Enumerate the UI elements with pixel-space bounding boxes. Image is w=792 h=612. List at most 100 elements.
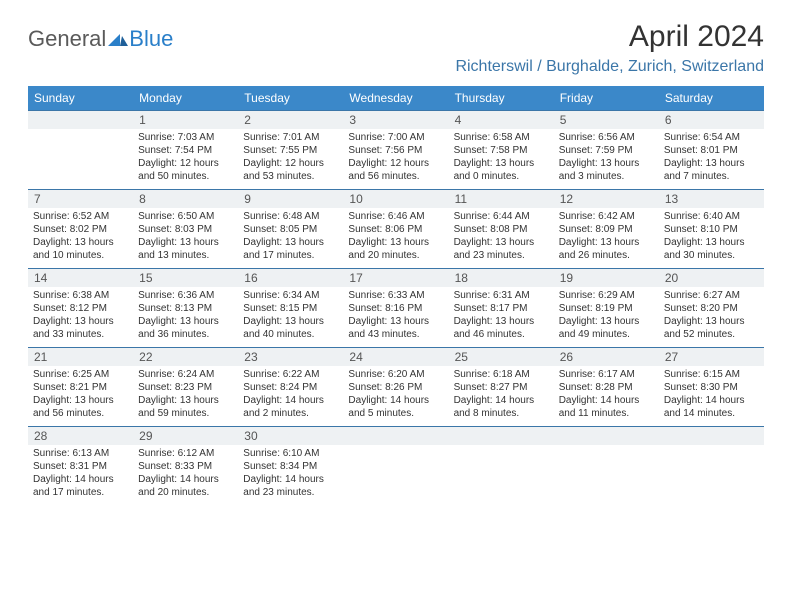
logo-text-1: General <box>28 26 106 52</box>
day-info: Sunrise: 6:42 AMSunset: 8:09 PMDaylight:… <box>554 208 659 268</box>
sunrise-text: Sunrise: 7:03 AM <box>138 131 233 144</box>
dow-sunday: Sunday <box>28 86 133 110</box>
calendar-page: General Blue April 2024 Richterswil / Bu… <box>0 0 792 525</box>
day-info: Sunrise: 7:01 AMSunset: 7:55 PMDaylight:… <box>238 129 343 189</box>
sunset-text: Sunset: 8:30 PM <box>664 381 759 394</box>
week-daynum-row: 282930 <box>28 426 764 445</box>
daylight-text: Daylight: 12 hours and 50 minutes. <box>138 157 233 183</box>
day-number <box>659 427 764 445</box>
day-info: Sunrise: 6:46 AMSunset: 8:06 PMDaylight:… <box>343 208 448 268</box>
sunset-text: Sunset: 8:12 PM <box>33 302 128 315</box>
title-block: April 2024 Richterswil / Burghalde, Zuri… <box>455 20 764 76</box>
sunrise-text: Sunrise: 6:33 AM <box>348 289 443 302</box>
day-info: Sunrise: 6:56 AMSunset: 7:59 PMDaylight:… <box>554 129 659 189</box>
daylight-text: Daylight: 13 hours and 23 minutes. <box>454 236 549 262</box>
day-info: Sunrise: 6:34 AMSunset: 8:15 PMDaylight:… <box>238 287 343 347</box>
logo-text-2: Blue <box>129 26 173 52</box>
day-number: 13 <box>659 190 764 208</box>
sunrise-text: Sunrise: 6:58 AM <box>454 131 549 144</box>
sunrise-text: Sunrise: 6:36 AM <box>138 289 233 302</box>
week-info-row: Sunrise: 6:52 AMSunset: 8:02 PMDaylight:… <box>28 208 764 268</box>
day-number: 27 <box>659 348 764 366</box>
daylight-text: Daylight: 13 hours and 3 minutes. <box>559 157 654 183</box>
daylight-text: Daylight: 13 hours and 10 minutes. <box>33 236 128 262</box>
day-number: 4 <box>449 111 554 129</box>
day-number: 11 <box>449 190 554 208</box>
sunset-text: Sunset: 8:15 PM <box>243 302 338 315</box>
day-info <box>554 445 659 505</box>
sunrise-text: Sunrise: 6:56 AM <box>559 131 654 144</box>
sunrise-text: Sunrise: 6:46 AM <box>348 210 443 223</box>
day-number: 16 <box>238 269 343 287</box>
dow-friday: Friday <box>554 86 659 110</box>
dow-tuesday: Tuesday <box>238 86 343 110</box>
sunrise-text: Sunrise: 7:00 AM <box>348 131 443 144</box>
day-number: 28 <box>28 427 133 445</box>
sunrise-text: Sunrise: 6:18 AM <box>454 368 549 381</box>
day-info: Sunrise: 6:33 AMSunset: 8:16 PMDaylight:… <box>343 287 448 347</box>
sunset-text: Sunset: 8:02 PM <box>33 223 128 236</box>
sunrise-text: Sunrise: 6:54 AM <box>664 131 759 144</box>
sunset-text: Sunset: 8:13 PM <box>138 302 233 315</box>
day-number: 9 <box>238 190 343 208</box>
day-info: Sunrise: 6:20 AMSunset: 8:26 PMDaylight:… <box>343 366 448 426</box>
dow-monday: Monday <box>133 86 238 110</box>
day-info: Sunrise: 6:12 AMSunset: 8:33 PMDaylight:… <box>133 445 238 505</box>
day-info: Sunrise: 6:54 AMSunset: 8:01 PMDaylight:… <box>659 129 764 189</box>
daylight-text: Daylight: 14 hours and 17 minutes. <box>33 473 128 499</box>
daylight-text: Daylight: 13 hours and 20 minutes. <box>348 236 443 262</box>
sunrise-text: Sunrise: 6:20 AM <box>348 368 443 381</box>
daylight-text: Daylight: 14 hours and 2 minutes. <box>243 394 338 420</box>
sunrise-text: Sunrise: 6:34 AM <box>243 289 338 302</box>
daylight-text: Daylight: 13 hours and 40 minutes. <box>243 315 338 341</box>
daylight-text: Daylight: 13 hours and 17 minutes. <box>243 236 338 262</box>
day-info: Sunrise: 6:13 AMSunset: 8:31 PMDaylight:… <box>28 445 133 505</box>
calendar-grid: Sunday Monday Tuesday Wednesday Thursday… <box>28 86 764 505</box>
day-info: Sunrise: 6:27 AMSunset: 8:20 PMDaylight:… <box>659 287 764 347</box>
daylight-text: Daylight: 13 hours and 7 minutes. <box>664 157 759 183</box>
day-info: Sunrise: 6:44 AMSunset: 8:08 PMDaylight:… <box>449 208 554 268</box>
day-number: 3 <box>343 111 448 129</box>
dow-wednesday: Wednesday <box>343 86 448 110</box>
day-info: Sunrise: 6:31 AMSunset: 8:17 PMDaylight:… <box>449 287 554 347</box>
sunset-text: Sunset: 8:09 PM <box>559 223 654 236</box>
sunrise-text: Sunrise: 6:12 AM <box>138 447 233 460</box>
day-number: 30 <box>238 427 343 445</box>
daylight-text: Daylight: 13 hours and 0 minutes. <box>454 157 549 183</box>
daylight-text: Daylight: 13 hours and 56 minutes. <box>33 394 128 420</box>
sunset-text: Sunset: 8:16 PM <box>348 302 443 315</box>
day-info: Sunrise: 6:15 AMSunset: 8:30 PMDaylight:… <box>659 366 764 426</box>
week-daynum-row: 123456 <box>28 110 764 129</box>
day-info: Sunrise: 6:22 AMSunset: 8:24 PMDaylight:… <box>238 366 343 426</box>
day-info: Sunrise: 7:03 AMSunset: 7:54 PMDaylight:… <box>133 129 238 189</box>
sunset-text: Sunset: 8:20 PM <box>664 302 759 315</box>
daylight-text: Daylight: 14 hours and 8 minutes. <box>454 394 549 420</box>
sunrise-text: Sunrise: 6:50 AM <box>138 210 233 223</box>
sunset-text: Sunset: 8:26 PM <box>348 381 443 394</box>
sunrise-text: Sunrise: 6:27 AM <box>664 289 759 302</box>
day-of-week-header: Sunday Monday Tuesday Wednesday Thursday… <box>28 86 764 110</box>
day-number: 29 <box>133 427 238 445</box>
sunrise-text: Sunrise: 6:25 AM <box>33 368 128 381</box>
header: General Blue April 2024 Richterswil / Bu… <box>28 20 764 76</box>
daylight-text: Daylight: 13 hours and 59 minutes. <box>138 394 233 420</box>
sunrise-text: Sunrise: 6:48 AM <box>243 210 338 223</box>
day-info: Sunrise: 6:50 AMSunset: 8:03 PMDaylight:… <box>133 208 238 268</box>
sunset-text: Sunset: 8:28 PM <box>559 381 654 394</box>
day-number: 20 <box>659 269 764 287</box>
week-daynum-row: 78910111213 <box>28 189 764 208</box>
sunset-text: Sunset: 8:03 PM <box>138 223 233 236</box>
day-info: Sunrise: 6:52 AMSunset: 8:02 PMDaylight:… <box>28 208 133 268</box>
day-info: Sunrise: 6:25 AMSunset: 8:21 PMDaylight:… <box>28 366 133 426</box>
daylight-text: Daylight: 12 hours and 53 minutes. <box>243 157 338 183</box>
day-number: 8 <box>133 190 238 208</box>
sunset-text: Sunset: 8:17 PM <box>454 302 549 315</box>
daylight-text: Daylight: 13 hours and 26 minutes. <box>559 236 654 262</box>
day-info: Sunrise: 7:00 AMSunset: 7:56 PMDaylight:… <box>343 129 448 189</box>
month-title: April 2024 <box>455 20 764 54</box>
sunset-text: Sunset: 7:54 PM <box>138 144 233 157</box>
daylight-text: Daylight: 13 hours and 36 minutes. <box>138 315 233 341</box>
sunset-text: Sunset: 8:23 PM <box>138 381 233 394</box>
dow-thursday: Thursday <box>449 86 554 110</box>
sunset-text: Sunset: 8:08 PM <box>454 223 549 236</box>
